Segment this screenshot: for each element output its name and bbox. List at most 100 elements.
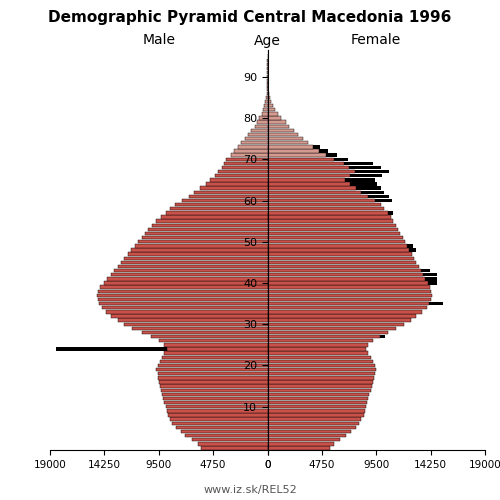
Bar [128, 252, 268, 256]
Bar [268, 236, 402, 240]
Bar [426, 277, 437, 280]
Bar [264, 104, 268, 108]
Bar [268, 116, 281, 119]
Bar [268, 190, 362, 194]
Bar [356, 186, 381, 190]
Bar [257, 120, 268, 124]
Bar [268, 286, 430, 289]
Bar [268, 252, 412, 256]
Bar [268, 100, 271, 103]
Bar [268, 128, 294, 132]
Bar [268, 228, 398, 231]
Bar [268, 397, 368, 400]
Text: Age: Age [254, 34, 281, 48]
Bar [326, 154, 338, 157]
Bar [268, 356, 370, 359]
Bar [268, 145, 314, 148]
Bar [268, 203, 381, 206]
Bar [166, 405, 268, 408]
Bar [268, 162, 344, 165]
Bar [159, 380, 268, 384]
Bar [106, 310, 268, 314]
Bar [200, 186, 268, 190]
Bar [268, 294, 432, 297]
Bar [334, 158, 347, 161]
Bar [215, 174, 268, 178]
Bar [268, 158, 334, 161]
Bar [188, 194, 268, 198]
Bar [268, 380, 373, 384]
Bar [268, 207, 384, 210]
Bar [167, 409, 268, 412]
Bar [100, 286, 268, 289]
Bar [170, 207, 268, 210]
Bar [268, 199, 375, 202]
Bar [231, 154, 268, 157]
Bar [132, 248, 268, 252]
Bar [172, 422, 268, 425]
Bar [268, 318, 410, 322]
Bar [156, 368, 268, 372]
Bar [268, 104, 272, 108]
Bar [98, 298, 268, 301]
Bar [349, 166, 381, 169]
Bar [176, 426, 268, 429]
Bar [388, 211, 394, 214]
Bar [252, 128, 268, 132]
Bar [268, 194, 368, 198]
Bar [346, 178, 375, 182]
Bar [268, 120, 286, 124]
Bar [268, 442, 334, 446]
Bar [162, 356, 268, 359]
Bar [268, 265, 418, 268]
Bar [160, 384, 268, 388]
Bar [268, 372, 375, 376]
Bar [164, 401, 268, 404]
Bar [268, 178, 345, 182]
Bar [266, 100, 268, 103]
Bar [268, 388, 370, 392]
Bar [268, 310, 422, 314]
Bar [156, 220, 268, 223]
Bar [164, 397, 268, 400]
Bar [268, 392, 370, 396]
Bar [182, 199, 268, 202]
Bar [255, 124, 268, 128]
Bar [268, 446, 330, 450]
Bar [263, 108, 268, 112]
Bar [268, 277, 426, 280]
Bar [150, 335, 268, 338]
Bar [99, 302, 268, 306]
Bar [124, 256, 268, 260]
Bar [138, 240, 268, 244]
Bar [268, 426, 356, 429]
Bar [268, 314, 416, 318]
Bar [56, 348, 167, 350]
Bar [268, 137, 303, 140]
Bar [268, 170, 354, 173]
Bar [158, 376, 268, 380]
Bar [132, 326, 268, 330]
Bar [210, 178, 268, 182]
Bar [362, 190, 384, 194]
Bar [164, 343, 268, 346]
Bar [268, 348, 366, 350]
Bar [142, 236, 268, 240]
Bar [429, 302, 442, 306]
Bar [206, 182, 268, 186]
Bar [375, 199, 392, 202]
Bar [423, 273, 437, 276]
Bar [268, 96, 270, 99]
Bar [238, 145, 268, 148]
Bar [167, 348, 268, 350]
Bar [218, 170, 268, 173]
Bar [244, 137, 268, 140]
Bar [268, 211, 388, 214]
Bar [198, 442, 268, 446]
Bar [268, 269, 421, 272]
Bar [268, 418, 362, 421]
Bar [118, 265, 268, 268]
Bar [110, 314, 268, 318]
Bar [268, 384, 372, 388]
Bar [268, 150, 319, 152]
